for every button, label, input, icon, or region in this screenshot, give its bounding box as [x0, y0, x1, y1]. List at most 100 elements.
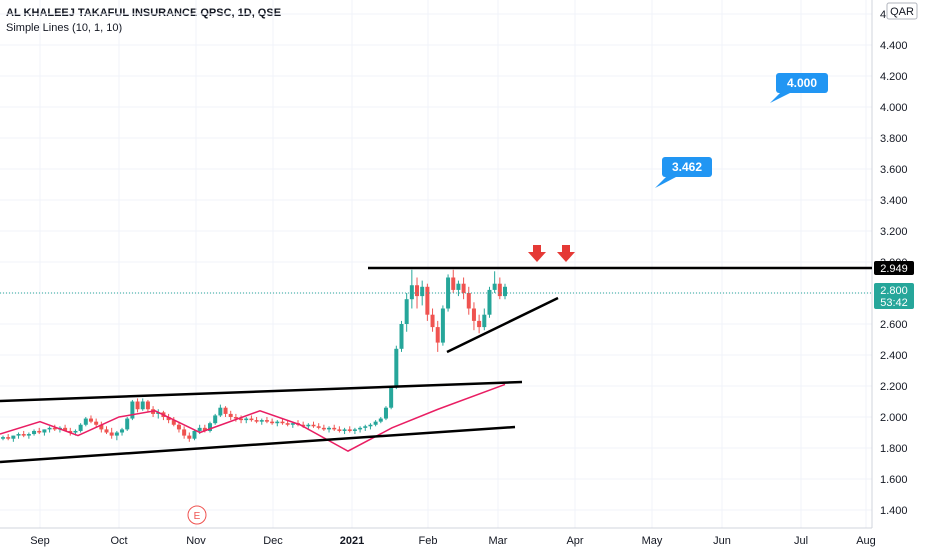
candle-body	[37, 430, 42, 433]
indicator-label: Simple Lines (10, 1, 10)	[6, 22, 123, 34]
candle-body	[435, 327, 440, 343]
candle-body	[461, 283, 466, 293]
y-tick-label: 3.400	[880, 195, 908, 207]
candle-body	[327, 427, 332, 430]
currency-badge	[886, 2, 918, 20]
candle-body	[440, 308, 445, 343]
callout-pointer	[770, 93, 790, 103]
candle-body	[373, 421, 378, 425]
candle-body	[109, 432, 114, 436]
candle-body	[63, 427, 68, 431]
candle-body	[213, 415, 218, 424]
x-tick-label: May	[642, 535, 663, 547]
candle-body	[482, 314, 487, 328]
candle-body	[176, 424, 181, 430]
callout-label: 3.462	[672, 160, 702, 174]
x-tick-label: Sep	[30, 535, 50, 547]
candle-body	[233, 417, 238, 419]
candle-body	[383, 407, 388, 419]
candle-body	[21, 434, 26, 436]
candle-body	[316, 426, 321, 428]
candle-body	[409, 285, 414, 300]
candle-body	[104, 429, 109, 433]
candle-body	[399, 324, 404, 349]
candle-body	[363, 426, 368, 428]
candle-body	[68, 430, 73, 433]
callout-box	[776, 73, 828, 93]
y-tick-label: 4.200	[880, 71, 908, 83]
candle-body	[26, 434, 31, 436]
x-tick-label: Jul	[794, 535, 808, 547]
candle-body	[368, 424, 373, 427]
y-tick-label: 2.400	[880, 350, 908, 362]
last-price-tag	[874, 283, 914, 309]
candle-body	[94, 421, 99, 425]
candle-body	[140, 401, 145, 410]
candle-body	[6, 437, 11, 439]
x-tick-label: Apr	[566, 535, 583, 547]
candle-body	[244, 418, 249, 421]
candle-body	[389, 387, 394, 408]
candle-body	[78, 424, 83, 431]
y-tick-label: 3.800	[880, 133, 908, 145]
candle-body	[208, 423, 213, 431]
candle-body	[99, 424, 104, 430]
candle-body	[166, 417, 171, 421]
candle-body	[130, 401, 135, 419]
x-tick-label: Feb	[419, 535, 438, 547]
candle-body	[471, 308, 476, 321]
candle-body	[503, 286, 507, 297]
candle-body	[358, 427, 363, 430]
callout-box	[662, 157, 712, 177]
callout-label: 4.000	[787, 76, 817, 90]
candle-body	[270, 421, 275, 424]
trend-line	[0, 425, 516, 464]
candle-body	[446, 277, 451, 309]
candle-body	[404, 299, 409, 324]
candle-body	[42, 429, 47, 433]
candle-body	[135, 401, 140, 410]
candle-body	[347, 429, 352, 431]
candle-body	[321, 427, 326, 430]
candle-body	[228, 413, 233, 417]
x-tick-label: Jun	[713, 535, 731, 547]
trend-line	[0, 380, 523, 403]
candle-body	[52, 427, 57, 430]
trend-line	[446, 296, 559, 354]
chart-title: AL KHALEEJ TAKAFUL INSURANCE QPSC, 1D, Q…	[6, 7, 282, 19]
candle-body	[290, 423, 295, 425]
down-arrow-icon	[557, 245, 575, 262]
x-tick-label: Oct	[110, 535, 127, 547]
candle-body	[249, 418, 254, 421]
candle-body	[47, 427, 52, 430]
candle-body	[394, 348, 399, 388]
candle-body	[11, 435, 16, 439]
candle-body	[415, 285, 420, 297]
candle-body	[420, 286, 425, 297]
candle-body	[197, 427, 202, 431]
candle-body	[16, 434, 21, 436]
candle-body	[125, 418, 130, 430]
y-tick-label: 4.000	[880, 102, 908, 114]
simple-lines-indicator	[0, 383, 506, 452]
candle-body	[275, 421, 280, 424]
candle-body	[306, 424, 311, 427]
y-tick-label: 1.600	[880, 474, 908, 486]
candle-body	[285, 423, 290, 425]
candle-body	[425, 286, 430, 315]
candle-body	[83, 418, 88, 425]
y-tick-label: 1.800	[880, 443, 908, 455]
resistance-price-label: 2.949	[880, 263, 908, 275]
candle-body	[466, 293, 471, 309]
y-tick-label: 3.200	[880, 226, 908, 238]
x-tick-label: Aug	[856, 535, 876, 547]
candle-body	[145, 401, 150, 410]
candle-body	[301, 424, 306, 427]
candle-body	[239, 418, 244, 421]
candle-body	[73, 430, 78, 433]
y-tick-label: 2.200	[880, 381, 908, 393]
candle-body	[1, 437, 5, 439]
candle-body	[492, 283, 497, 290]
candle-body	[88, 418, 93, 422]
